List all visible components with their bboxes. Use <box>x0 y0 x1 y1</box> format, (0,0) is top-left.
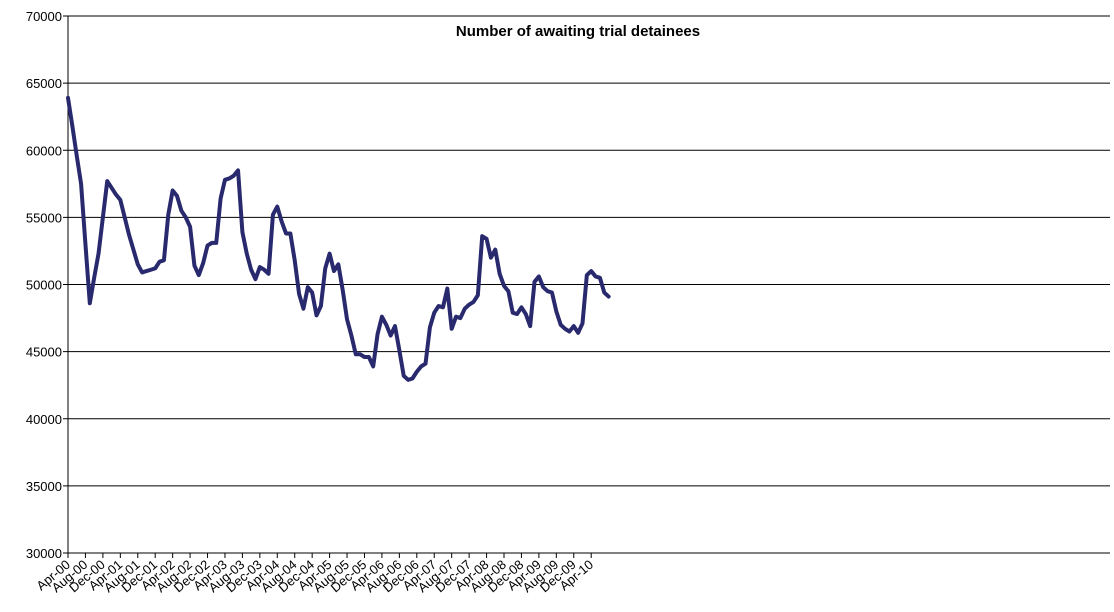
series-line <box>66 95 611 382</box>
y-tick-label: 40000 <box>26 412 62 427</box>
y-tick-label: 65000 <box>26 76 62 91</box>
y-tick-label: 55000 <box>26 210 62 225</box>
y-tick-label: 30000 <box>26 546 62 561</box>
gridlines <box>68 15 1110 487</box>
y-tick-label: 60000 <box>26 143 62 158</box>
y-axis-tick-labels: 30000 35000 40000 45000 50000 55000 60000 65000… <box>26 9 62 561</box>
x-axis-tick-labels: Apr-00Aug-00Dec-00Apr-01Aug-01Dec-01Apr-… <box>33 557 596 595</box>
y-tick-label: 35000 <box>26 479 62 494</box>
series-layer <box>66 95 611 382</box>
chart-title: Number of awaiting trial detainees <box>456 23 700 40</box>
y-tick-label: 50000 <box>26 278 62 293</box>
axes <box>63 15 1110 558</box>
y-tick-label: 45000 <box>26 345 62 360</box>
y-tick-label: 70000 <box>26 9 62 24</box>
